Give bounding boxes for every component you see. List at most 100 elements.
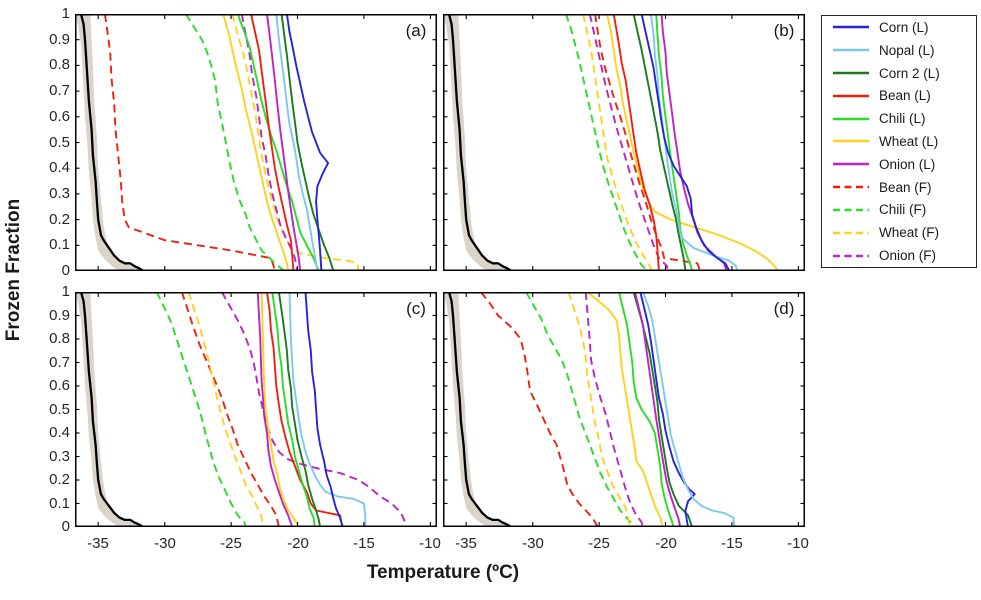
legend: Corn (L) Nopal (L) Corn 2 (L) Bean (L) Chili…	[821, 15, 977, 268]
panel-c-plot	[75, 292, 437, 527]
series-chili-f	[185, 14, 285, 271]
series-wheat-l	[606, 14, 780, 271]
y-tick-label: 0.5	[49, 401, 70, 418]
legend-label: Onion (L)	[879, 156, 936, 172]
y-tick-label: 0.4	[49, 424, 70, 441]
panel-label-d: (d)	[773, 299, 795, 318]
series-corn-2-l	[277, 292, 322, 527]
legend-line-swatch	[833, 254, 869, 257]
legend-label: Corn 2 (L)	[879, 65, 940, 81]
y-tick-label: 0.3	[49, 448, 70, 465]
series-onion-l	[256, 292, 294, 527]
legend-label: Nopal (L)	[879, 42, 935, 58]
blank-curve	[443, 292, 805, 527]
blank-curve	[75, 14, 437, 271]
series-onion-f	[220, 292, 408, 527]
x-tick-label: -20	[287, 535, 309, 552]
legend-line-swatch	[833, 94, 869, 98]
legend-line-swatch	[833, 49, 869, 52]
series-bean-l	[266, 292, 344, 527]
y-tick-label: 0.6	[49, 108, 70, 125]
legend-label: Onion (F)	[879, 248, 937, 264]
legend-line-swatch	[833, 185, 869, 189]
legend-label: Chili (F)	[879, 202, 927, 218]
y-tick-label: 0.3	[49, 185, 70, 202]
y-tick-label: 0.8	[49, 330, 70, 347]
y-tick-label: 0.5	[49, 134, 70, 151]
y-tick-label: 0	[61, 262, 70, 279]
x-tick-label: -20	[655, 535, 677, 552]
panel-label-b: (b)	[773, 21, 795, 40]
legend-line-swatch	[833, 117, 869, 120]
legend-item-bean-f: Bean (F)	[822, 177, 976, 198]
series-corn-2-l	[280, 14, 335, 271]
x-tick-label: -10	[419, 535, 441, 552]
y-tick-label: 1	[61, 5, 70, 22]
plot-background	[443, 292, 805, 527]
legend-item-chili-l: Chili (L)	[822, 108, 976, 129]
x-tick-label: -10	[787, 535, 809, 552]
series-bean-f	[480, 292, 599, 527]
legend-item-onion-f: Onion (F)	[822, 245, 976, 266]
series-nopal-l	[642, 292, 736, 527]
series-wheat-l	[586, 292, 664, 527]
x-tick-label: -35	[87, 535, 109, 552]
panel-b-plot	[443, 14, 805, 271]
x-tick-label: -15	[353, 535, 375, 552]
series-onion-f	[584, 292, 644, 527]
series-onion-f	[240, 14, 299, 271]
series-corn-l	[640, 14, 731, 271]
y-tick-label: 0	[61, 518, 70, 535]
series-bean-f	[103, 14, 276, 271]
x-tick-label: -25	[220, 535, 242, 552]
legend-item-bean-l: Bean (L)	[822, 85, 976, 106]
legend-item-onion-l: Onion (L)	[822, 154, 976, 175]
series-corn-l	[285, 14, 330, 271]
series-corn-l	[639, 292, 696, 527]
blank-curve	[443, 14, 805, 271]
panel-d-plot	[443, 292, 805, 527]
axes-border	[443, 14, 805, 271]
legend-line-swatch	[833, 208, 869, 212]
series-bean-f	[594, 14, 701, 271]
x-axis-label: Temperature (ºC)	[366, 562, 520, 583]
uncertainty-band	[75, 292, 149, 527]
y-tick-label: 1	[61, 283, 70, 300]
y-tick-label: 0.7	[49, 82, 70, 99]
series-bean-l	[250, 14, 295, 271]
legend-line-swatch	[833, 140, 869, 143]
panel-label-c: (c)	[406, 299, 426, 318]
axes-border	[75, 292, 437, 527]
uncertainty-band	[75, 14, 149, 271]
y-tick-label: 0.8	[49, 56, 70, 73]
series-chili-f	[565, 14, 648, 271]
legend-line-swatch	[833, 231, 869, 234]
series-nopal-l	[288, 292, 367, 527]
series-chili-l	[271, 292, 316, 527]
y-tick-label: 0.9	[49, 307, 70, 324]
legend-label: Chili (L)	[879, 111, 926, 127]
axes-border	[75, 14, 437, 271]
series-chili-f	[155, 292, 247, 527]
series-chili-l	[655, 14, 694, 271]
y-tick-label: 0.6	[49, 377, 70, 394]
series-onion-l	[634, 292, 682, 527]
legend-line-swatch	[833, 71, 869, 75]
blank-curve	[75, 292, 437, 527]
x-tick-label: -35	[455, 535, 477, 552]
x-tick-label: -25	[588, 535, 610, 552]
series-bean-l	[612, 14, 660, 271]
legend-line-swatch	[833, 163, 869, 166]
x-tick-label: -15	[721, 535, 743, 552]
series-nopal-l	[275, 14, 319, 271]
legend-item-nopal-l: Nopal (L)	[822, 40, 976, 61]
legend-item-corn-l: Corn (L)	[822, 17, 976, 38]
series-chili-l	[618, 292, 675, 527]
y-tick-label: 0.4	[49, 159, 70, 176]
series-corn-l	[304, 292, 344, 527]
series-wheat-f	[231, 14, 360, 271]
series-wheat-l	[260, 292, 300, 527]
x-tick-label: -30	[522, 535, 544, 552]
y-tick-label: 0.2	[49, 471, 70, 488]
